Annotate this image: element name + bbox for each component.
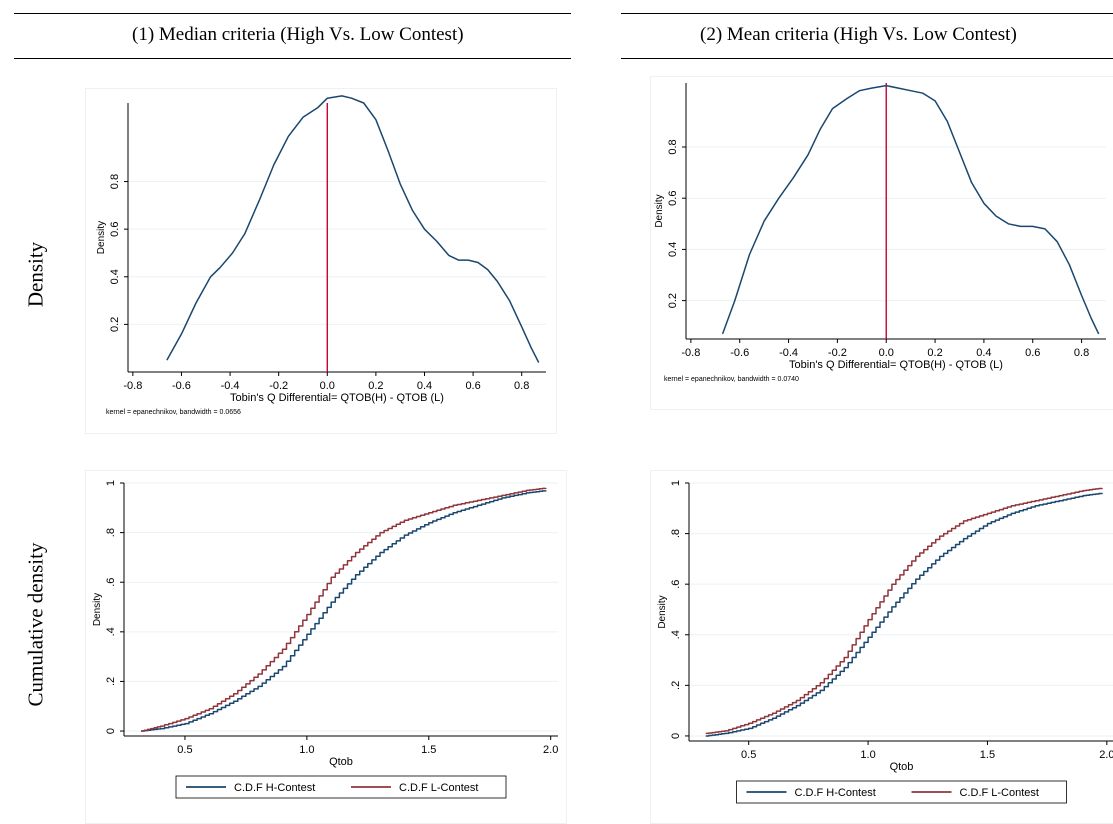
x-tick-label: 0.8	[1074, 347, 1089, 359]
y-tick-label: .4	[670, 630, 682, 639]
x-axis-title: Tobin's Q Differential= QTOB(H) - QTOB (…	[789, 359, 1003, 371]
panel-mean-cdf: 0 .2 .4 .6 .8 1 0.5 1.0 1.5 2.0 Qtob Density C.D.F H…	[650, 470, 1113, 824]
x-tick-label: -0.6	[730, 347, 749, 359]
y-tick-label: 1	[105, 480, 117, 486]
legend: C.D.F H-Contest C.D.F L-Contest	[175, 775, 507, 799]
y-tick-label: 0.2	[109, 317, 121, 332]
column-title-median: (1) Median criteria (High Vs. Low Contes…	[132, 24, 464, 45]
top-rule-right	[621, 13, 1113, 14]
y-tick-label: 0.6	[667, 191, 679, 206]
y-tick-label: 0.8	[109, 174, 121, 189]
y-axis-title: Density	[96, 221, 107, 254]
panel-median-density: 0.2 0.4 0.6 0.8 -0.8 -0.6 -0.4 -0.2 0.0 0.2 0.4 0.6…	[85, 88, 557, 434]
x-tick-label: 0.4	[417, 380, 432, 392]
x-tick-label: -0.2	[269, 380, 288, 392]
row-label-density: Density	[23, 241, 48, 308]
y-tick-label: 0	[670, 733, 682, 739]
column-title-mean: (2) Mean criteria (High Vs. Low Contest)	[700, 24, 1017, 45]
legend-label: C.D.F H-Contest	[234, 782, 315, 794]
y-axis-title: Density	[92, 593, 103, 626]
x-tick-label: 0.5	[177, 744, 192, 756]
y-tick-label: .6	[670, 580, 682, 589]
y-tick-label: .8	[105, 528, 117, 537]
row-label-cumulative-density: Cumulative density	[23, 542, 48, 707]
title-rule-left	[14, 58, 571, 59]
chart-median-cdf: 0 .2 .4 .6 .8 1 0.5 1.0 1.5 2.0 Qtob Density C.D.F H…	[92, 480, 558, 799]
y-tick-label: 0.2	[667, 293, 679, 308]
series-line-c-d-f-l-contest	[141, 487, 547, 732]
x-tick-label: 0.2	[927, 347, 942, 359]
x-axis-title: Qtob	[890, 761, 914, 773]
x-tick-label: 2.0	[543, 744, 558, 756]
y-tick-label: .8	[670, 529, 682, 538]
x-tick-label: 0.2	[368, 380, 383, 392]
series-line-density	[721, 84, 1100, 335]
y-tick-label: .2	[670, 681, 682, 690]
x-tick-label: -0.2	[828, 347, 847, 359]
kernel-note: kernel = epanechnikov, bandwidth = 0.065…	[106, 409, 241, 416]
legend-box	[736, 780, 1067, 804]
x-tick-label: 0.0	[320, 380, 335, 392]
y-tick-label: .4	[105, 627, 117, 636]
y-tick-label: .6	[105, 578, 117, 587]
chart-median-density: 0.2 0.4 0.6 0.8 -0.8 -0.6 -0.4 -0.2 0.0 0.2 0.4 0.6…	[96, 95, 546, 416]
y-tick-label: 0.6	[109, 222, 121, 237]
x-tick-label: 0.0	[879, 347, 894, 359]
series-line-c-d-f-h-contest	[705, 492, 1103, 737]
x-tick-label: -0.8	[681, 347, 700, 359]
y-tick-label: .2	[105, 677, 117, 686]
x-tick-label: 0.4	[976, 347, 991, 359]
y-axis-title: Density	[657, 595, 668, 628]
x-tick-label: -0.8	[123, 380, 142, 392]
y-tick-label: 0.4	[667, 242, 679, 257]
legend-label: C.D.F L-Contest	[960, 787, 1039, 799]
y-tick-label: 0	[105, 728, 117, 734]
legend-label: C.D.F L-Contest	[399, 782, 478, 794]
panel-median-cdf: 0 .2 .4 .6 .8 1 0.5 1.0 1.5 2.0 Qtob Density C.D.F H…	[85, 470, 567, 824]
series-line-c-d-f-l-contest	[705, 487, 1103, 735]
top-rule-left	[14, 13, 571, 14]
kernel-note: kernel = epanechnikov, bandwidth = 0.074…	[664, 376, 799, 383]
x-tick-label: -0.4	[779, 347, 798, 359]
panel-mean-density: 0.2 0.4 0.6 0.8 -0.8 -0.6 -0.4 -0.2 0.0 0.2 0.4 0.6…	[650, 76, 1113, 410]
series-line-c-d-f-h-contest	[141, 490, 547, 732]
chart-mean-cdf: 0 .2 .4 .6 .8 1 0.5 1.0 1.5 2.0 Qtob Density C.D.F H…	[657, 480, 1113, 804]
x-tick-label: 0.6	[1025, 347, 1040, 359]
y-tick-label: 0.4	[109, 269, 121, 284]
x-tick-label: 0.5	[741, 749, 756, 761]
x-tick-label: 1.0	[299, 744, 314, 756]
x-tick-label: 1.5	[421, 744, 436, 756]
x-tick-label: 0.8	[514, 380, 529, 392]
x-tick-label: 1.0	[860, 749, 875, 761]
y-tick-label: 1	[670, 480, 682, 486]
legend-box	[175, 775, 507, 799]
title-rule-right	[621, 58, 1113, 59]
legend: C.D.F H-Contest C.D.F L-Contest	[736, 780, 1067, 804]
x-axis-title: Qtob	[329, 756, 353, 768]
x-tick-label: -0.4	[221, 380, 240, 392]
x-tick-label: -0.6	[172, 380, 191, 392]
x-tick-label: 1.5	[980, 749, 995, 761]
legend-label: C.D.F H-Contest	[795, 787, 876, 799]
y-axis-title: Density	[654, 194, 665, 227]
x-tick-label: 2.0	[1099, 749, 1113, 761]
series-line-density	[166, 95, 540, 363]
x-axis-title: Tobin's Q Differential= QTOB(H) - QTOB (…	[230, 392, 444, 404]
chart-mean-density: 0.2 0.4 0.6 0.8 -0.8 -0.6 -0.4 -0.2 0.0 0.2 0.4 0.6…	[654, 83, 1106, 383]
y-tick-label: 0.8	[667, 139, 679, 154]
x-tick-label: 0.6	[465, 380, 480, 392]
